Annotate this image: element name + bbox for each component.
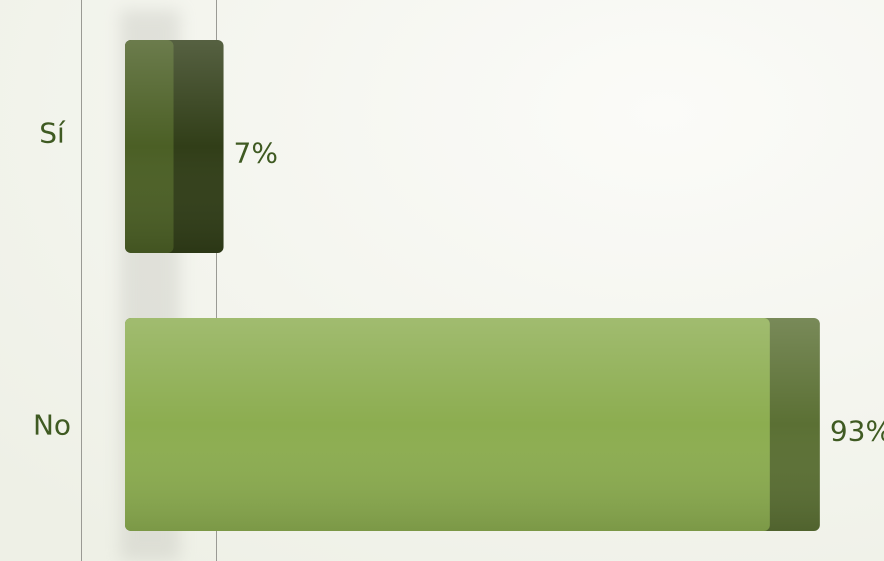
- bar: [125, 40, 224, 253]
- bar-shine: [125, 318, 820, 531]
- category-label: No: [33, 409, 71, 442]
- value-label: 93%: [830, 415, 884, 448]
- category-label: Sí: [39, 117, 66, 150]
- bar: [125, 318, 820, 531]
- plot-frame: [81, 0, 217, 561]
- bar-shine: [125, 40, 224, 253]
- value-label: 7%: [234, 137, 278, 170]
